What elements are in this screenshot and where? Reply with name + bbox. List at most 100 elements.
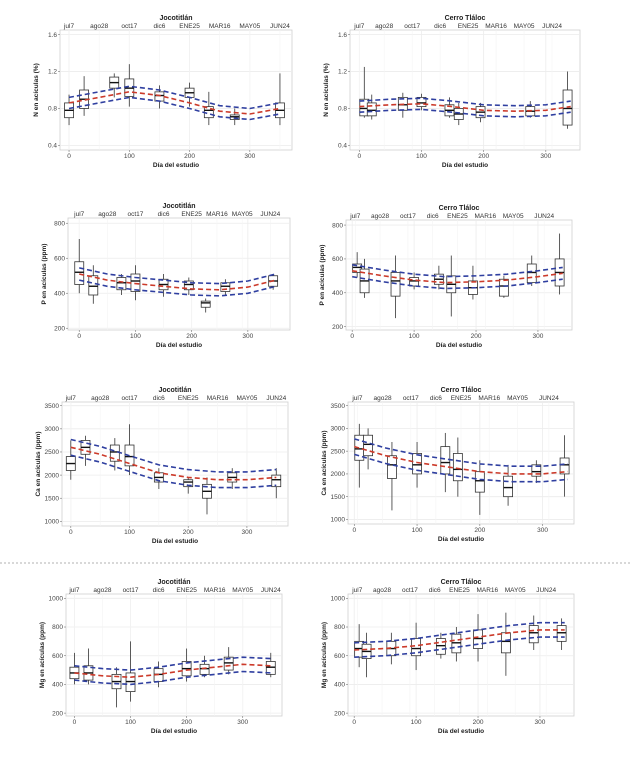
y-tick-label: 200 [334,710,345,717]
x-axis-label: Día del estudio [156,342,202,349]
y-tick-label: 600 [334,653,345,660]
box [199,663,210,675]
box [183,479,194,488]
month-label: dic6 [429,587,441,594]
fit-line [354,629,565,651]
box [116,277,127,291]
x-axis-label: Día del estudio [153,162,199,169]
x-tick-label: 200 [184,153,195,160]
box [531,464,542,477]
x-axis-label: Día del estudio [442,162,488,169]
x-tick-label: 300 [533,333,544,340]
month-label: dic6 [158,211,170,218]
box [88,275,99,296]
box [452,453,463,482]
month-label: JUN24 [266,395,286,402]
plot-area [61,401,289,527]
x-tick-label: 0 [69,529,73,536]
x-tick-label: 0 [73,719,77,726]
box [109,444,120,462]
ci-upper-line [354,621,565,644]
month-label: MAR16 [204,587,226,594]
month-label: ago28 [98,211,116,218]
y-tick-label: 0.8 [48,106,57,113]
fit-line [70,446,277,481]
month-label: oct17 [121,23,137,30]
y-tick-label: 800 [52,624,63,631]
y-tick-label: 800 [332,222,343,229]
x-tick-label: 0 [352,719,356,726]
y-axis-label: Mg en acículas (ppm) [39,622,46,688]
y-tick-label: 400 [334,682,345,689]
y-axis-label: Ca en acículas (ppm) [321,430,328,495]
box [223,656,234,671]
fit-line [68,90,281,115]
plot-area [347,593,575,717]
y-tick-label: 200 [332,324,343,331]
panel-1: 0.4 0.8 1.2 1.6 0 100 200 300 jul7 ago28 oct17 dic6… [33,15,293,169]
ci-upper-line [354,438,568,468]
month-label: JUN24 [534,213,554,220]
ci-upper-line [68,85,281,110]
month-label: oct17 [123,587,139,594]
month-label: MAR16 [209,23,231,30]
month-label: JUN24 [270,23,290,30]
ci-lower-line [354,453,568,483]
fit-line [352,270,563,284]
ci-upper-line [70,438,277,473]
month-label: dic6 [427,213,439,220]
y-tick-label: 1000 [45,519,60,526]
month-label: MAR16 [476,587,498,594]
month-label: oct17 [403,395,419,402]
month-label: jul7 [73,211,85,218]
month-label: MAR16 [206,211,228,218]
month-label: jul7 [351,587,363,594]
month-label: ENE25 [181,211,202,218]
month-label: ENE25 [178,395,199,402]
x-tick-label: 200 [186,333,197,340]
month-label: ENE25 [451,395,472,402]
y-tick-label: 1000 [49,596,64,603]
x-tick-label: 100 [125,719,136,726]
y-tick-label: 3500 [331,403,346,410]
x-tick-label: 300 [537,527,548,534]
x-tick-label: 100 [416,153,427,160]
month-label: oct17 [404,23,420,30]
x-axis-label: Día del estudio [152,538,198,545]
month-label: JUN24 [261,587,281,594]
box [200,300,211,308]
ci-lower-line [68,96,281,121]
y-tick-label: 2000 [331,471,346,478]
month-label: jul7 [68,587,80,594]
month-label: MAY05 [232,587,253,594]
x-tick-label: 200 [471,333,482,340]
box [556,625,567,642]
box [409,277,420,287]
month-label: oct17 [400,213,416,220]
panel-8: 200 400 600 800 1000 0 100 200 300 jul7 ago28 oct17… [321,579,575,735]
x-tick-label: 300 [242,333,253,340]
y-tick-label: 2500 [45,449,60,456]
plot-area [59,29,293,151]
y-tick-label: 3500 [45,403,60,410]
box [125,672,136,692]
month-label: JUN24 [536,587,556,594]
x-tick-label: 100 [409,333,420,340]
fit-line [74,663,271,679]
ci-upper-line [74,656,271,671]
y-axis-label: P en acículas (ppm) [41,244,48,305]
box [474,471,485,493]
y-tick-label: 1500 [45,495,60,502]
panel-3: 200 400 600 800 0 100 200 300 jul7 ago28 oct17 dic6… [41,203,291,349]
x-axis-label: Día del estudio [151,728,197,735]
x-tick-label: 0 [77,333,81,340]
plot-area [67,217,291,331]
month-label: MAR16 [485,23,507,30]
fit-line [354,445,568,475]
month-label: dic6 [430,395,442,402]
y-tick-label: 600 [54,255,65,262]
ci-lower-line [74,670,271,686]
box [352,263,363,273]
month-label: MAY05 [507,395,528,402]
month-label: JUN24 [260,211,280,218]
